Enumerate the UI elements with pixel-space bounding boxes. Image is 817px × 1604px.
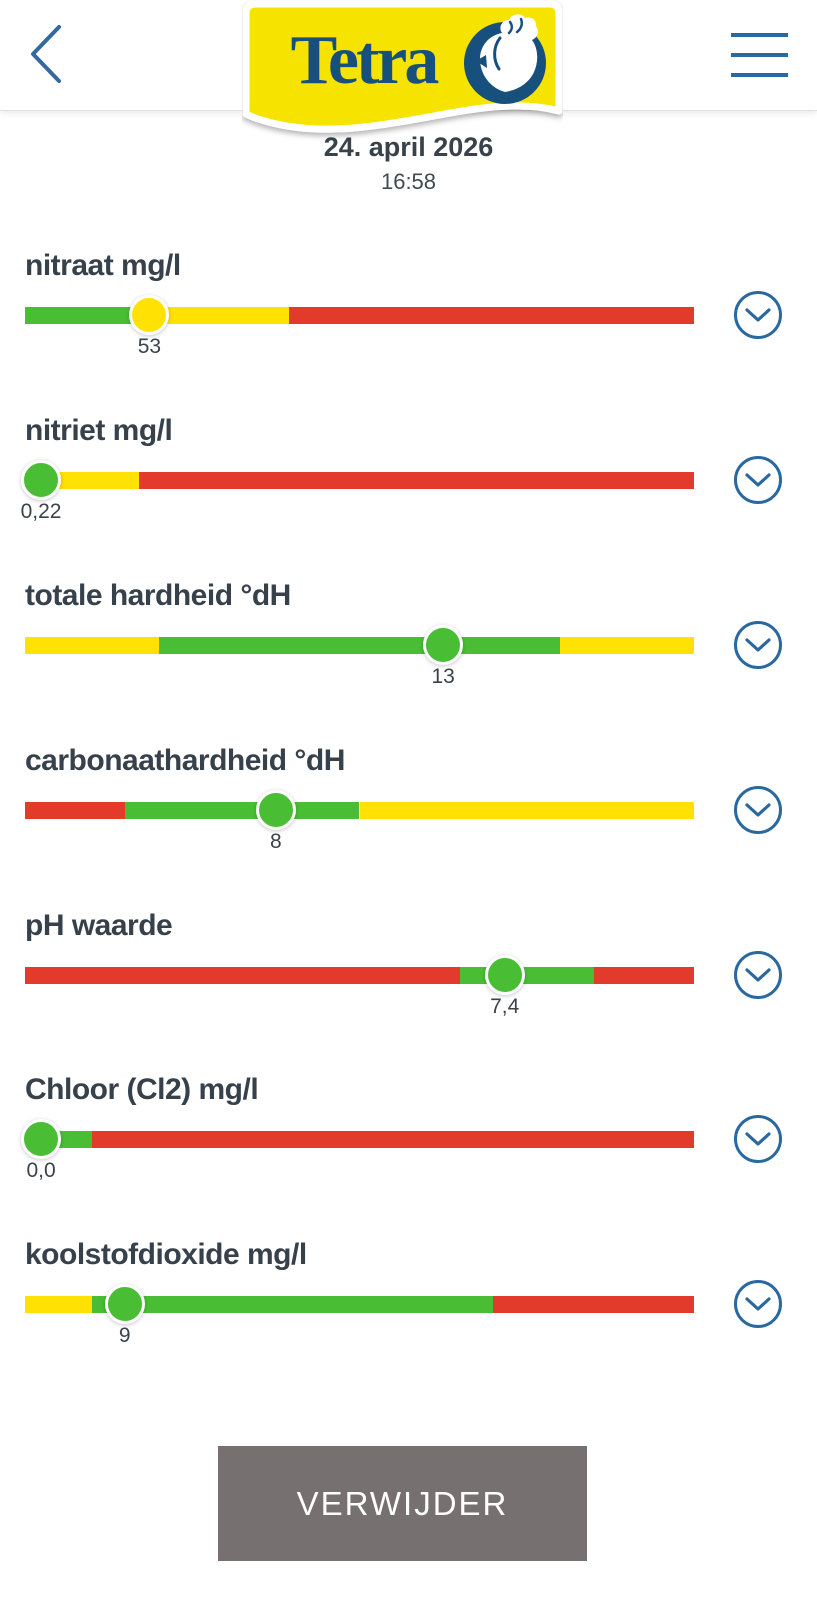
parameter-row: carbonaathardheid °dH 8 xyxy=(0,736,817,891)
slider-segment-green xyxy=(91,1296,494,1313)
slider-segment-red xyxy=(138,472,694,489)
slider-segment-yellow xyxy=(132,307,290,324)
slider-segment-green xyxy=(459,967,594,984)
hamburger-icon xyxy=(731,73,788,77)
parameter-row: nitraat mg/l 53 xyxy=(0,241,817,396)
parameter-row: koolstofdioxide mg/l 9 xyxy=(0,1230,817,1385)
parameter-row: totale hardheid °dH 13 xyxy=(0,571,817,726)
parameter-row: Chloor (Cl2) mg/l 0,0 xyxy=(0,1065,817,1220)
slider-segment-green xyxy=(25,307,133,324)
parameter-slider-marker[interactable] xyxy=(255,790,296,830)
reading-time: 16:58 xyxy=(380,169,437,194)
parameter-slider-track[interactable]: 0,22 xyxy=(21,460,694,523)
expand-button[interactable] xyxy=(734,291,782,339)
parameter-slider-track[interactable]: 7,4 xyxy=(25,955,694,1018)
expand-button[interactable] xyxy=(734,786,782,834)
parameter-value: 0,22 xyxy=(20,500,62,523)
tetra-logo-text: Tetra xyxy=(290,22,440,99)
chevron-down-icon xyxy=(745,967,771,982)
reading-date: 24. april 2026 xyxy=(323,132,494,162)
parameter-label: carbonaathardheid °dH xyxy=(25,744,345,777)
chevron-down-icon xyxy=(745,637,771,652)
parameter-value: 8 xyxy=(270,830,282,853)
parameter-row: pH waarde 7,4 xyxy=(0,901,817,1056)
parameter-slider-track[interactable]: 13 xyxy=(25,625,694,688)
slider-segment-red xyxy=(25,967,460,984)
chevron-down-icon xyxy=(745,472,771,487)
back-button[interactable] xyxy=(24,22,68,88)
slider-segment-green xyxy=(158,637,561,654)
parameter-slider-marker[interactable] xyxy=(104,1284,145,1324)
parameter-slider-marker[interactable] xyxy=(423,625,464,665)
slider-segment-red xyxy=(289,307,694,324)
delete-button[interactable]: VERWIJDER xyxy=(218,1446,587,1561)
parameter-slider-track[interactable]: 8 xyxy=(25,790,694,853)
chevron-left-icon xyxy=(31,24,61,83)
parameter-value: 0,0 xyxy=(26,1159,56,1182)
parameter-value: 7,4 xyxy=(490,995,520,1018)
chevron-down-icon xyxy=(745,802,771,817)
slider-segment-yellow xyxy=(25,637,159,654)
hamburger-icon xyxy=(731,33,788,37)
parameter-slider-track[interactable]: 53 xyxy=(25,295,694,358)
parameter-label: nitraat mg/l xyxy=(25,249,181,282)
slider-segment-yellow xyxy=(25,1296,92,1313)
expand-button[interactable] xyxy=(734,1115,782,1163)
menu-button[interactable] xyxy=(731,33,788,77)
slider-segment-yellow xyxy=(560,637,694,654)
slider-segment-red xyxy=(593,967,694,984)
parameter-value: 13 xyxy=(431,665,455,688)
parameter-slider-marker[interactable] xyxy=(129,295,170,335)
hamburger-icon xyxy=(731,53,788,57)
parameter-slider-track[interactable]: 0,0 xyxy=(21,1119,694,1182)
parameter-slider-marker[interactable] xyxy=(21,460,62,500)
parameter-row: nitriet mg/l 0,22 xyxy=(0,406,817,561)
chevron-down-icon xyxy=(745,1296,771,1311)
expand-button[interactable] xyxy=(734,1280,782,1328)
slider-segment-yellow xyxy=(359,802,694,819)
parameter-slider-marker[interactable] xyxy=(21,1119,62,1159)
slider-segment-red xyxy=(493,1296,694,1313)
expand-button[interactable] xyxy=(734,621,782,669)
chevron-down-icon xyxy=(745,1131,771,1146)
parameter-slider-marker[interactable] xyxy=(484,955,525,995)
parameter-value: 53 xyxy=(137,335,162,358)
slider-segment-red xyxy=(25,802,126,819)
expand-button[interactable] xyxy=(734,456,782,504)
expand-button[interactable] xyxy=(734,951,782,999)
slider-segment-green xyxy=(125,802,360,819)
parameter-slider-track[interactable]: 9 xyxy=(25,1284,694,1347)
parameter-label: Chloor (Cl2) mg/l xyxy=(25,1073,259,1106)
parameter-label: pH waarde xyxy=(25,909,173,942)
parameter-label: nitriet mg/l xyxy=(25,414,173,447)
parameter-label: koolstofdioxide mg/l xyxy=(25,1238,307,1271)
parameter-value: 9 xyxy=(118,1324,131,1347)
chevron-down-icon xyxy=(745,307,771,322)
parameter-label: totale hardheid °dH xyxy=(25,579,291,612)
tetra-logo: Tetra xyxy=(242,0,563,146)
tetra-fish-icon xyxy=(464,14,546,104)
slider-segment-red xyxy=(91,1131,694,1148)
